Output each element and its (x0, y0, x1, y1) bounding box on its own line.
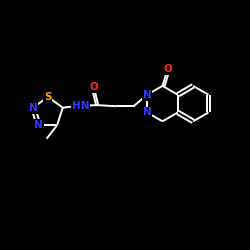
Text: O: O (163, 64, 172, 74)
Text: N: N (34, 120, 43, 130)
Text: N: N (143, 108, 152, 118)
Text: O: O (90, 82, 98, 92)
Text: HN: HN (72, 100, 89, 110)
Text: N: N (29, 103, 38, 113)
Text: N: N (143, 90, 152, 100)
Text: S: S (44, 92, 52, 102)
